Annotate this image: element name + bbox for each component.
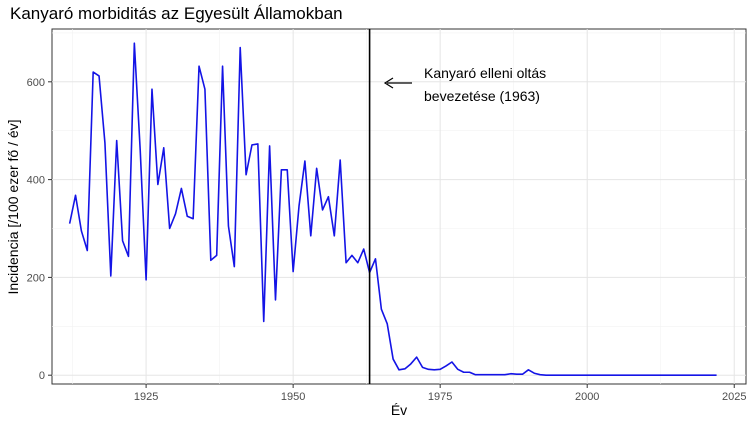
x-tick-label: 1925 <box>134 391 158 403</box>
y-tick-label: 200 <box>27 272 45 284</box>
y-tick-label: 600 <box>27 77 45 89</box>
x-tick-label: 1950 <box>281 391 305 403</box>
x-axis-title: Év <box>391 402 407 418</box>
y-axis-title: Incidencia [/100 ezer fő / év] <box>5 119 21 294</box>
incidence-series-line <box>68 42 717 377</box>
y-tick-label: 400 <box>27 175 45 187</box>
chart-title: Kanyaró morbiditás az Egyesült Államokba… <box>10 4 343 23</box>
x-tick-label: 2000 <box>575 391 599 403</box>
y-tick-label: 0 <box>39 370 45 382</box>
annotation-line-1: Kanyaró elleni oltás <box>424 65 546 81</box>
x-tick-label: 1975 <box>428 391 452 403</box>
annotation-arrow <box>383 77 412 89</box>
x-tick-label: 2025 <box>722 391 746 403</box>
y-axis-ticks: 0 200 400 600 <box>27 77 52 382</box>
annotation-line-2: bevezetése (1963) <box>424 88 540 104</box>
x-axis-ticks: 1925 1950 1975 2000 2025 <box>134 384 746 403</box>
grid-lines <box>52 29 746 384</box>
